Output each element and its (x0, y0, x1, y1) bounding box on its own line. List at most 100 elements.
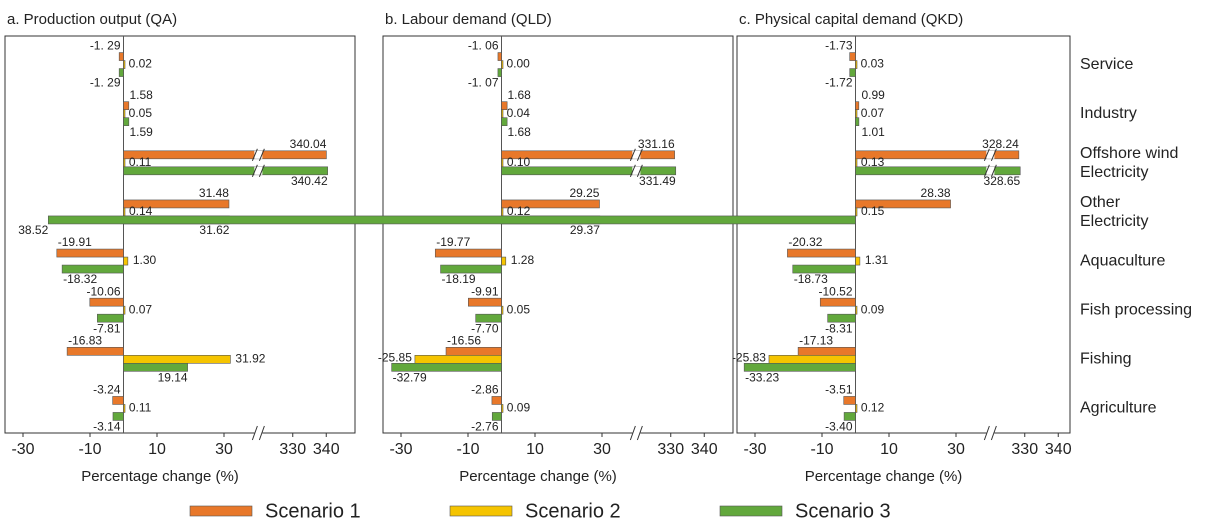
bar (849, 68, 856, 77)
value-label: -32.79 (393, 370, 427, 384)
value-label: 1.28 (511, 253, 535, 267)
bar (123, 207, 126, 217)
value-label: -9.91 (471, 284, 499, 298)
bar (501, 101, 508, 110)
axis-break-gap (254, 150, 263, 159)
category-label: Electricity (1080, 164, 1148, 181)
bar (768, 355, 856, 364)
value-label: 0.12 (861, 401, 885, 415)
axis-break-gap (986, 428, 995, 438)
value-label: 1.68 (508, 88, 532, 102)
value-label: 0.12 (507, 204, 531, 218)
value-label: 31.48 (199, 186, 229, 200)
bar (787, 248, 856, 258)
category-label: Fishing (1080, 351, 1132, 368)
axis-break-gap (632, 428, 641, 438)
value-label: 0.04 (507, 106, 531, 120)
value-label: 0.07 (129, 302, 153, 316)
category-label: Fish processing (1080, 301, 1192, 318)
bar (97, 313, 124, 323)
value-label: 0.11 (129, 155, 152, 169)
bar (123, 256, 129, 266)
value-label: 29.37 (570, 223, 600, 237)
value-label: 0.14 (129, 204, 153, 218)
bar (123, 166, 328, 176)
value-label: -18.19 (442, 272, 476, 286)
bar (855, 117, 860, 126)
bar (491, 412, 502, 421)
bar (501, 109, 504, 118)
value-label: -16.83 (68, 333, 102, 347)
x-tick-label: 10 (880, 441, 898, 458)
plot-frame (382, 35, 734, 434)
value-label: 1.01 (862, 125, 886, 139)
value-label: 0.99 (862, 88, 886, 102)
value-label: -1.72 (825, 76, 853, 90)
axis-break-line (636, 425, 643, 441)
axis-break-gap (632, 166, 641, 175)
value-label: 340.42 (291, 174, 328, 188)
bar (123, 150, 327, 160)
value-label: 0.13 (861, 155, 885, 169)
axis-break-line (251, 425, 258, 441)
bar (47, 215, 856, 225)
value-label: 1.30 (133, 253, 157, 267)
x-tick-label: -30 (11, 441, 34, 458)
axis-break-line (258, 164, 265, 178)
bar (123, 60, 126, 69)
bar (123, 305, 126, 315)
value-label: 0.02 (129, 57, 153, 71)
bar (855, 305, 858, 315)
x-tick-label: 340 (691, 441, 718, 458)
value-label: 328.24 (982, 137, 1019, 151)
value-label: 0.11 (129, 401, 152, 415)
value-label: -19.77 (436, 235, 470, 249)
bar (743, 363, 856, 372)
bar (501, 305, 504, 315)
value-label: 19.14 (158, 370, 188, 384)
bar (414, 355, 502, 364)
plot-frame (4, 35, 356, 434)
plot-frame (736, 35, 1071, 434)
axis-break-line (636, 148, 643, 162)
bar (112, 412, 124, 421)
bar (434, 248, 502, 258)
value-label: -3.40 (825, 420, 853, 434)
axis-break-gap (632, 150, 641, 159)
bar (855, 109, 858, 118)
x-axis-label: Percentage change (%) (459, 468, 617, 485)
bar (123, 158, 126, 168)
panel-title: b. Labour demand (QLD) (385, 11, 552, 28)
value-label: -3.24 (93, 383, 121, 397)
category-label: Service (1080, 56, 1133, 73)
axis-break-line (629, 148, 636, 162)
value-label: -1. 29 (90, 39, 121, 53)
value-label: 331.49 (639, 174, 676, 188)
bar (112, 396, 124, 405)
axis-break-line (251, 164, 258, 178)
bar (855, 150, 1020, 160)
value-label: -20.32 (788, 235, 822, 249)
axis-break-gap (254, 166, 263, 175)
value-label: -18.73 (794, 272, 828, 286)
value-label: 1.68 (508, 125, 532, 139)
bar (797, 347, 856, 356)
axis-break-line (258, 148, 265, 162)
bar (123, 109, 126, 118)
axis-break-line (629, 164, 636, 178)
bar (497, 52, 502, 61)
bar (849, 52, 856, 61)
x-tick-label: -30 (743, 441, 766, 458)
x-tick-label: -10 (810, 441, 833, 458)
value-label: -7.70 (471, 321, 499, 335)
value-label: -1. 07 (468, 76, 499, 90)
bar (391, 363, 502, 372)
value-label: -3.51 (825, 383, 853, 397)
x-axis-label: Percentage change (%) (805, 468, 963, 485)
value-label: 0.03 (861, 57, 885, 71)
value-label: 31.92 (235, 351, 265, 365)
value-label: -7.81 (93, 321, 121, 335)
value-label: 0.09 (507, 401, 531, 415)
value-label: 0.07 (861, 106, 885, 120)
